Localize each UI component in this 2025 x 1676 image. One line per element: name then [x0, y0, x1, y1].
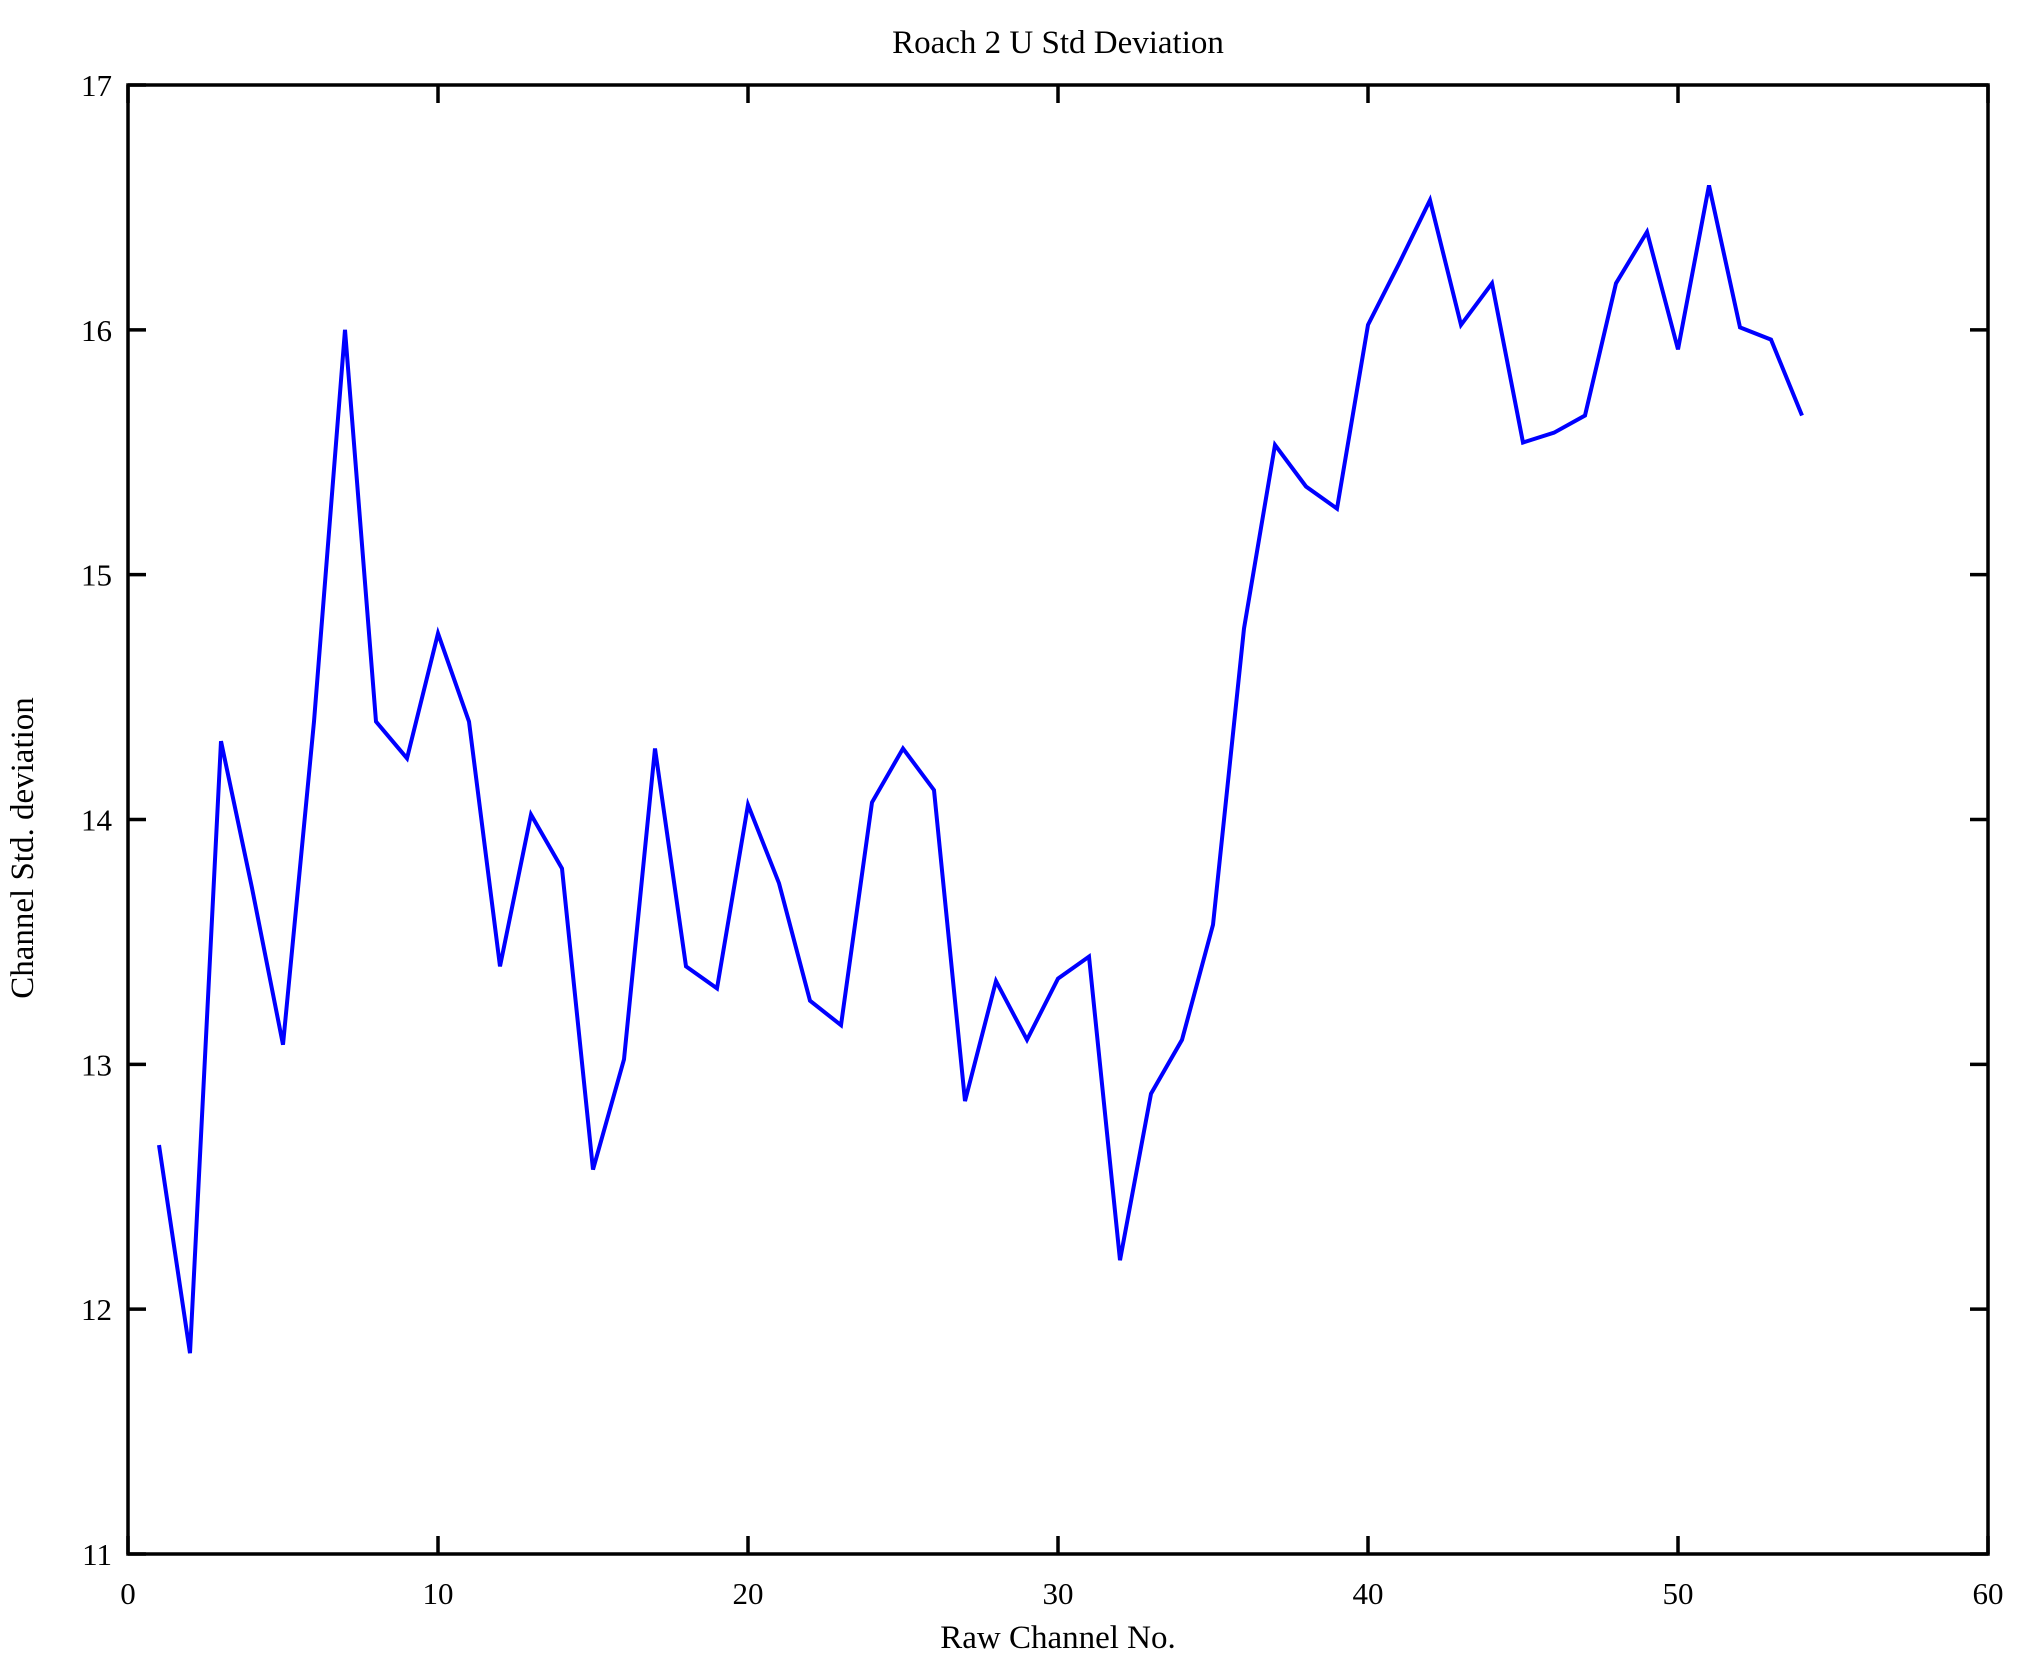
y-tick-label: 13 [81, 1047, 112, 1082]
plot-box [126, 83, 1990, 1556]
y-tick-label: 11 [82, 1537, 112, 1572]
x-axis-label: Raw Channel No. [940, 1620, 1176, 1656]
y-tick-label: 17 [81, 68, 112, 103]
data-line [157, 184, 1804, 1354]
x-tick-label: 60 [1973, 1576, 2004, 1611]
x-tick-label: 40 [1353, 1576, 1384, 1611]
y-axis-label: Channel Std. deviation [5, 697, 41, 999]
x-tick-label: 50 [1663, 1576, 1694, 1611]
x-tick-label: 20 [733, 1576, 764, 1611]
y-tick-label: 12 [81, 1292, 112, 1327]
axis-ticks [126, 83, 1990, 1556]
chart-title: Roach 2 U Std Deviation [892, 25, 1224, 61]
y-tick-label: 16 [81, 313, 112, 348]
y-tick-label: 15 [81, 558, 112, 593]
y-tick-label: 14 [81, 803, 113, 838]
x-tick-label: 30 [1043, 1576, 1074, 1611]
axis-tick-labels: 0 10 20 30 40 50 60 11 12 13 14 15 16 17 [81, 68, 2004, 1611]
x-tick-label: 0 [120, 1576, 136, 1611]
x-tick-label: 10 [423, 1576, 454, 1611]
